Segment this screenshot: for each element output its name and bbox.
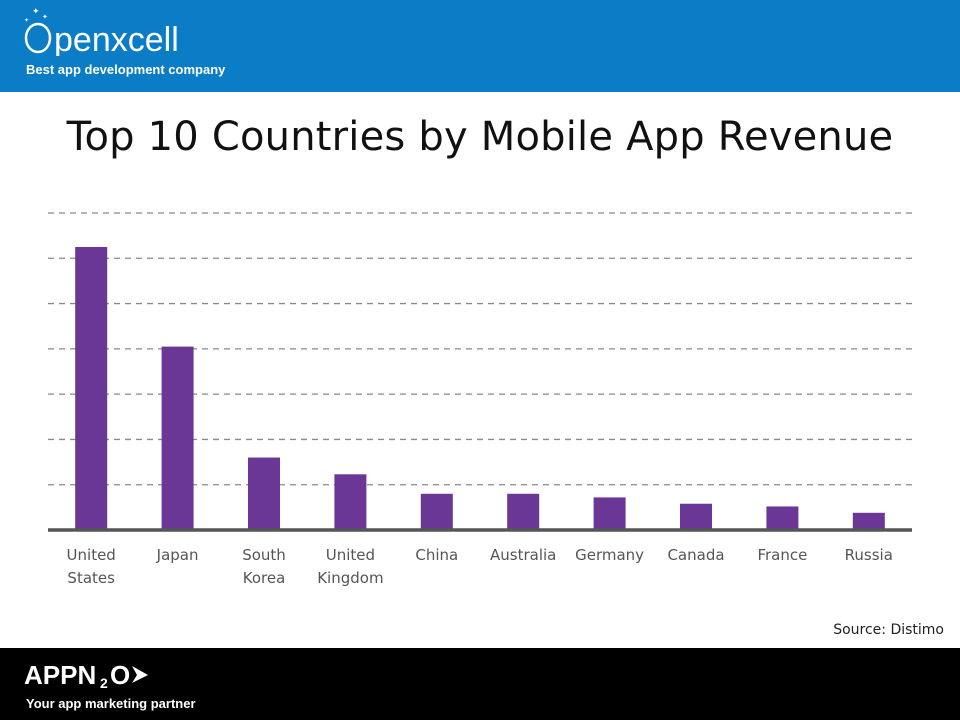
bar-united-kingdom <box>334 474 367 530</box>
svg-text:✦: ✦ <box>42 13 48 21</box>
svg-text:✦: ✦ <box>24 17 29 24</box>
svg-text:✦: ✦ <box>32 7 40 17</box>
bar-south-korea <box>248 457 280 530</box>
x-tick-label: Canada <box>667 546 724 564</box>
source-note: Source: Distimo <box>833 622 944 638</box>
x-tick-label: Japan <box>156 546 199 564</box>
x-tick-label: United <box>326 546 375 564</box>
svg-text:APPN: APPN <box>24 660 96 690</box>
header-tagline: Best app development company <box>26 62 226 77</box>
svg-text:O: O <box>110 660 130 690</box>
bar-france <box>766 506 799 530</box>
page-title: Top 10 Countries by Mobile App Revenue <box>66 114 894 160</box>
footer-tagline: Your app marketing partner <box>26 696 196 711</box>
bar-chart: United States Japan South Korea United Kingdom… <box>48 212 912 587</box>
x-tick-label: United <box>67 546 116 564</box>
bar-japan <box>161 346 194 530</box>
x-tick-label: Germany <box>575 546 644 564</box>
svg-text:2: 2 <box>100 675 108 691</box>
header-band: ✦ ✦ ✦ penxcell Best app development comp… <box>0 0 960 92</box>
openxcell-logo: ✦ ✦ ✦ penxcell <box>24 7 179 56</box>
x-tick-label: Russia <box>845 546 893 564</box>
svg-text:penxcell: penxcell <box>54 21 179 56</box>
x-tick-label: China <box>415 546 458 564</box>
x-tick-label: Korea <box>243 569 286 587</box>
bar-australia <box>507 493 540 530</box>
bar-germany <box>593 497 626 530</box>
x-tick-label: South <box>242 546 286 564</box>
x-tick-label: Kingdom <box>317 569 383 587</box>
x-tick-label: France <box>757 546 807 564</box>
x-tick-label: States <box>67 569 115 587</box>
footer-band: APPN 2 O Your app marketing partner <box>0 648 960 720</box>
bar-china <box>420 493 453 530</box>
bar-russia <box>852 512 885 530</box>
x-tick-label: Australia <box>490 546 556 564</box>
bar-united-states <box>75 246 108 530</box>
bar-canada <box>680 503 712 530</box>
appn2o-logo: APPN 2 O <box>24 660 148 691</box>
